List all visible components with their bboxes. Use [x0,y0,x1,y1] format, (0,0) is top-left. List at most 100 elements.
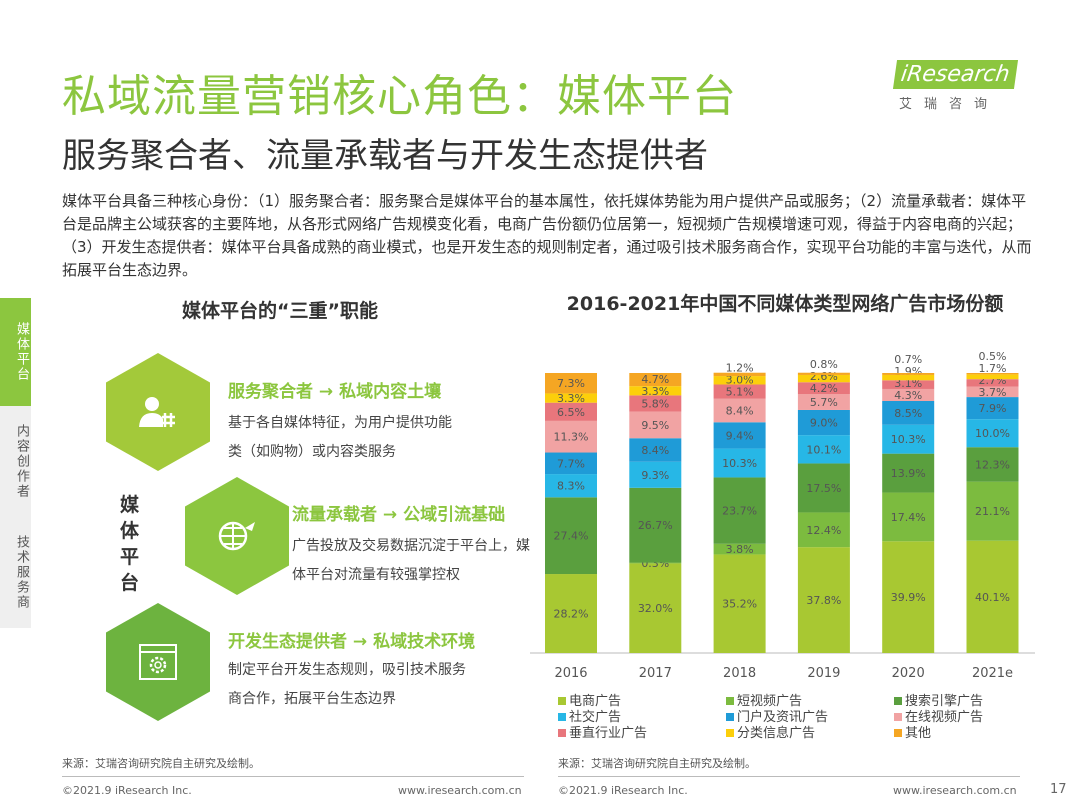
bar-segment [797,409,850,436]
chart-title: 2016-2021年中国不同媒体类型网络广告市场份额 [566,293,1004,315]
bar-segment [629,438,682,462]
bar-segment [629,563,682,653]
bar-segment [797,374,850,383]
data-label: 35.2% [722,598,757,611]
bar-segment [629,562,682,564]
copyright-left: ©2021.9 iResearch Inc. [62,784,192,797]
data-label: 32.0% [638,602,673,615]
legend-label: 短视频广告 [737,694,803,709]
bar-segment [797,372,850,375]
bar-segment [966,373,1019,375]
bar-segment [966,379,1019,387]
bar-segment [545,402,597,421]
bar-segment [713,398,766,423]
data-label: 21.1% [975,505,1010,518]
x-tick-label: 2017 [639,666,672,681]
data-label: 3.3% [641,385,669,398]
bar-segment [882,374,935,381]
data-label: 3.3% [557,392,585,405]
data-label: 1.2% [726,362,754,375]
bar-segment [882,380,935,389]
bar-segment [545,574,597,653]
x-tick-label: 2016 [554,666,587,681]
bar-segment [966,419,1019,448]
data-label: 12.3% [975,458,1010,471]
legend-item: 门户及资讯广告 [726,710,894,726]
legend-item: 社交广告 [558,710,726,726]
bar-segment [629,386,682,396]
data-label: 37.8% [806,594,841,607]
footer-divider-left [62,776,524,777]
bar-segment [629,461,682,488]
data-label: 8.4% [726,405,754,418]
data-label: 4.7% [641,373,669,386]
data-label: 40.1% [975,591,1010,604]
data-label: 13.9% [891,467,926,480]
data-label: 7.3% [557,377,585,390]
data-label: 11.3% [554,431,589,444]
x-tick-label: 2018 [723,666,756,681]
legend-label: 其他 [905,726,932,741]
bar-segment [545,474,597,498]
data-label: 7.7% [557,457,585,470]
legend-item: 搜索引擎广告 [894,694,1028,710]
role-desc-3: 制定平台开发生态规则，吸引技术服务商合作，拓展平台生态边界 [228,662,466,707]
data-label: 0.5% [979,350,1007,363]
role-heading-3: 开发生态提供者 → 私域技术环境 [228,632,476,652]
logo-text: iResearch [892,60,1018,89]
bar-segment [882,453,935,493]
data-label: 2.6% [810,370,838,383]
center-label: 媒体平台 [120,494,140,594]
source-note-left: 来源：艾瑞咨询研究院自主研究及绘制。 [62,757,260,770]
side-tab-media[interactable]: 媒体平台 [0,298,31,406]
page-subtitle: 服务聚合者、流量承载者与开发生态提供者 [62,136,708,176]
data-label: 9.4% [726,429,754,442]
bar-segment [797,547,850,653]
x-tick-label: 2019 [807,666,840,681]
bar-segment [713,376,766,385]
bar-segment [882,401,935,425]
legend-label: 在线视频广告 [905,710,984,725]
side-tab-creator[interactable]: 内容创作者 [0,406,31,517]
bar-segment [797,382,850,394]
bar-segment [713,554,766,653]
data-label: 17.4% [891,511,926,524]
role-heading-1: 服务聚合者 → 私域内容土壤 [228,382,442,402]
data-label: 3.8% [726,543,754,556]
copyright-right: ©2021.9 iResearch Inc. [558,784,688,797]
bar-segment [882,373,935,375]
bar-segment [545,393,597,403]
legend-swatch [558,729,566,737]
data-label: 26.7% [638,519,673,532]
bar-segment [966,481,1019,541]
bar-segment [545,420,597,453]
url-left[interactable]: www.iresearch.com.cn [398,784,522,797]
legend-item: 电商广告 [558,694,726,710]
legend-item: 垂直行业广告 [558,726,726,742]
legend-item: 分类信息广告 [726,726,894,742]
bar-segment [797,394,850,410]
url-right[interactable]: www.iresearch.com.cn [893,784,1017,797]
data-label: 4.3% [894,389,922,402]
bar-segment [713,372,766,377]
bar-segment [797,435,850,464]
side-tab-tech[interactable]: 技术服务商 [0,517,31,628]
data-label: 7.9% [979,402,1007,415]
footer-divider-right [558,776,1020,777]
legend-swatch [894,713,902,721]
data-label: 5.7% [810,396,838,409]
bar-segment [629,487,682,563]
bar-segment [882,388,935,401]
data-label: 5.1% [726,386,754,399]
bar-segment [629,395,682,412]
bar-segment [713,422,766,449]
bar-segment [629,411,682,439]
data-label: 6.5% [557,406,585,419]
bar-segment [629,373,682,387]
side-tabs: 媒体平台 内容创作者 技术服务商 [0,298,31,628]
data-label: 8.5% [894,407,922,420]
page-number: 17 [1050,782,1067,797]
legend-label: 垂直行业广告 [569,726,648,741]
bar-segment [966,397,1019,420]
role-desc-2: 广告投放及交易数据沉淀于平台上，媒体平台对流量有较强掌控权 [292,538,530,583]
